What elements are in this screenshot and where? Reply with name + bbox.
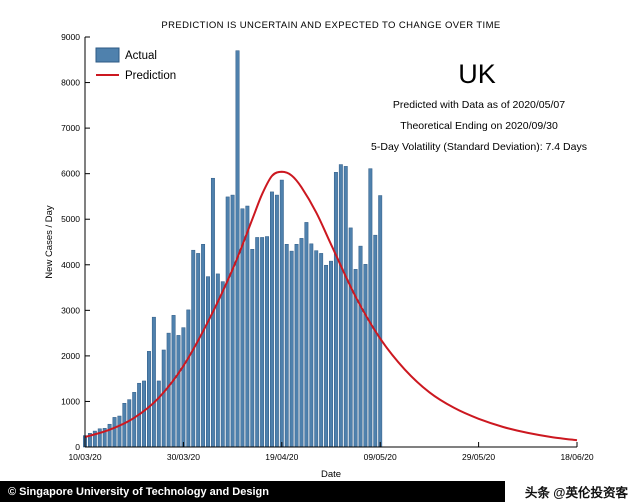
y-tick-label: 8000 xyxy=(61,78,80,88)
y-tick-label: 0 xyxy=(75,442,80,452)
actual-bar xyxy=(142,380,146,448)
x-tick-label: 18/06/20 xyxy=(560,452,593,462)
actual-bar xyxy=(97,428,102,448)
actual-bar xyxy=(363,264,368,448)
legend: Actual Prediction xyxy=(95,47,176,82)
actual-bar xyxy=(333,172,338,448)
actual-bar xyxy=(201,244,206,448)
actual-bar xyxy=(319,253,324,448)
actual-bar xyxy=(122,403,127,448)
actual-bar xyxy=(324,264,329,448)
actual-bar xyxy=(270,191,274,448)
x-tick-label: 30/03/20 xyxy=(167,452,200,462)
actual-bar xyxy=(166,332,171,448)
x-tick-label: 29/05/20 xyxy=(462,452,495,462)
actual-bar xyxy=(117,415,122,448)
chart-title: PREDICTION IS UNCERTAIN AND EXPECTED TO … xyxy=(161,20,500,31)
y-tick-label: 3000 xyxy=(61,305,80,315)
actual-bar xyxy=(235,50,240,448)
actual-bar xyxy=(250,249,255,448)
y-tick-label: 1000 xyxy=(61,396,80,406)
annotation-volatility: 5-Day Volatility (Standard Deviation): 7… xyxy=(371,141,587,153)
y-tick-label: 6000 xyxy=(61,169,80,179)
y-tick-label: 5000 xyxy=(61,214,80,224)
actual-bar xyxy=(284,244,289,448)
actual-bar xyxy=(127,399,132,448)
actual-bar xyxy=(156,380,161,448)
actual-bar xyxy=(304,222,309,448)
actual-bar xyxy=(343,166,348,448)
actual-bar xyxy=(230,194,235,448)
actual-bar xyxy=(181,327,186,448)
watermark: 头条 @英伦投资客 xyxy=(505,481,634,502)
actual-bar xyxy=(348,227,353,448)
actual-bar xyxy=(338,164,343,448)
actual-bar xyxy=(373,234,378,448)
actual-bar xyxy=(378,195,383,448)
actual-bar xyxy=(274,194,279,448)
actual-bar xyxy=(147,351,151,448)
actual-bar xyxy=(314,250,319,448)
prediction-line-layer xyxy=(84,170,578,442)
actual-bar xyxy=(279,179,284,448)
axes-layer: 0 1000 2000 3000 4000 5000 6000 7000 8000 9000 10/… xyxy=(61,32,594,462)
copyright-bar: © Singapore University of Technology and… xyxy=(0,481,505,502)
actual-bar xyxy=(225,196,230,448)
actual-bar xyxy=(220,281,225,448)
actual-bar xyxy=(255,237,260,448)
actual-bar xyxy=(112,417,117,448)
actual-bar xyxy=(294,244,299,448)
actual-bar xyxy=(186,309,191,448)
actual-bars-layer xyxy=(83,50,383,448)
x-tick-label: 10/03/20 xyxy=(68,452,101,462)
y-tick-label: 9000 xyxy=(61,32,80,42)
actual-bar xyxy=(329,260,333,448)
x-axis-label: Date xyxy=(321,469,341,480)
legend-actual-swatch-icon xyxy=(95,47,120,63)
legend-prediction-label: Prediction xyxy=(125,70,176,82)
x-tick-label: 19/04/20 xyxy=(265,452,298,462)
y-tick-label: 7000 xyxy=(61,123,80,133)
actual-bar xyxy=(358,245,363,448)
actual-bar xyxy=(206,276,210,448)
actual-bar xyxy=(265,236,269,448)
actual-bar xyxy=(368,168,373,448)
actual-bar xyxy=(196,253,201,448)
annotation-data-as-of: Predicted with Data as of 2020/05/07 xyxy=(393,99,565,111)
covid-prediction-chart: PREDICTION IS UNCERTAIN AND EXPECTED TO … xyxy=(44,20,594,480)
actual-bar xyxy=(176,335,181,448)
copyright-text: © Singapore University of Technology and… xyxy=(8,485,269,498)
actual-bar xyxy=(289,250,294,448)
actual-bar xyxy=(299,238,304,448)
y-tick-label: 4000 xyxy=(61,260,80,270)
y-axis-label: New Cases / Day xyxy=(44,205,55,279)
y-tick-label: 2000 xyxy=(61,351,80,361)
actual-bar xyxy=(151,316,156,448)
footer: © Singapore University of Technology and… xyxy=(0,481,634,502)
country-label: UK xyxy=(458,59,496,89)
actual-bar xyxy=(260,237,265,448)
x-tick-label: 09/05/20 xyxy=(364,452,397,462)
watermark-text: 头条 @英伦投资客 xyxy=(524,486,628,500)
actual-bar xyxy=(245,205,250,448)
prediction-curve xyxy=(84,170,578,442)
annotation-block: UK Predicted with Data as of 2020/05/07 … xyxy=(371,59,587,153)
annotation-theoretical-ending: Theoretical Ending on 2020/09/30 xyxy=(400,120,558,132)
actual-bar xyxy=(309,243,314,448)
actual-bar xyxy=(161,349,166,448)
legend-actual-label: Actual xyxy=(125,50,157,62)
actual-bar xyxy=(107,423,112,448)
